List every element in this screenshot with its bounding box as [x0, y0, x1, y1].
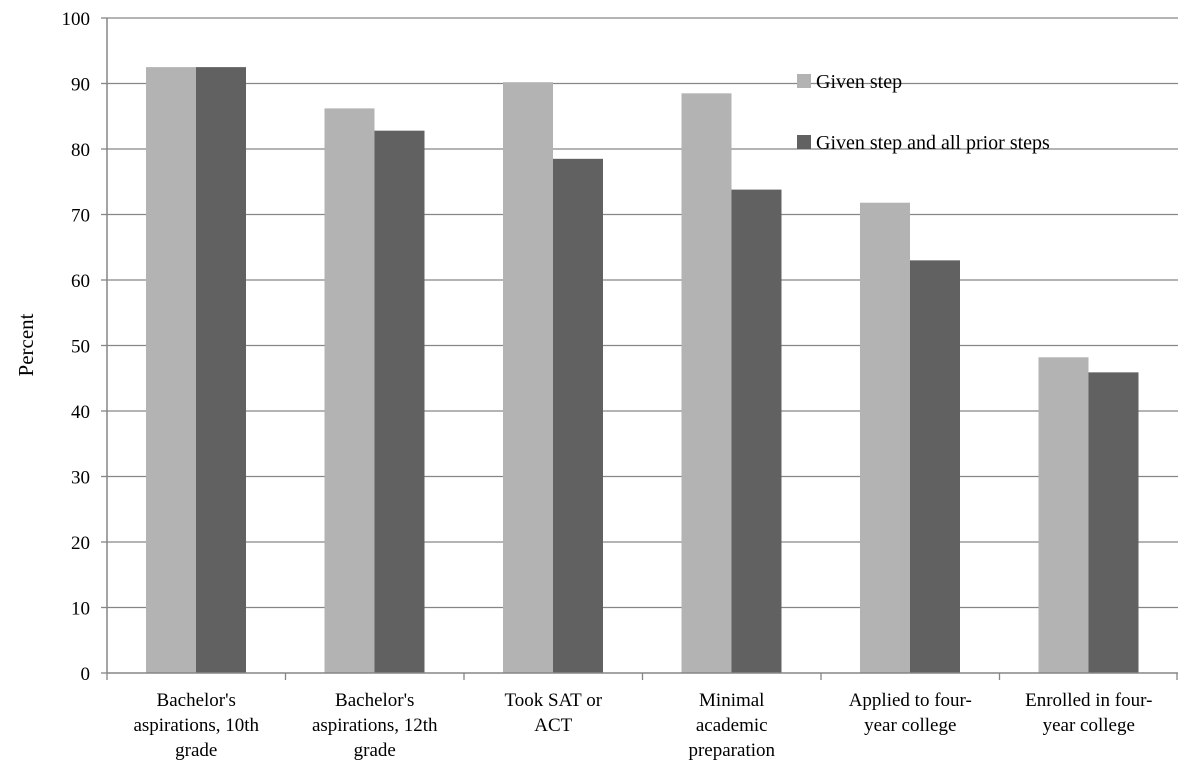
x-category-label: Bachelor's aspirations, 10th grade	[133, 690, 259, 761]
legend: Given step Given step and all prior steps	[797, 71, 1050, 154]
y-tick-label: 10	[71, 599, 90, 620]
x-category-label: Enrolled in four-year college	[1025, 690, 1152, 736]
y-tick-label: 90	[71, 75, 90, 96]
axes	[101, 17, 1178, 680]
bar-given-step	[324, 108, 375, 673]
bar-given-step	[860, 202, 910, 673]
bar-given-step	[681, 93, 732, 673]
bar-given-step-and-prior	[910, 260, 960, 673]
legend-swatch	[797, 135, 811, 149]
y-tick-label: 0	[81, 664, 91, 685]
y-tick-label: 80	[71, 140, 90, 161]
legend-label: Given step and all prior steps	[816, 132, 1050, 154]
x-category-label: Bachelor's aspirations, 12th grade	[312, 690, 438, 761]
y-tick-label: 50	[71, 337, 90, 358]
legend-label: Given step	[816, 71, 902, 93]
bar-given-step-and-prior	[731, 189, 782, 674]
y-tick-label: 60	[71, 271, 90, 292]
bar-given-step	[1038, 357, 1089, 673]
y-tick-label: 100	[62, 9, 91, 30]
bar-given-step-and-prior	[1088, 372, 1139, 673]
bar-given-step-and-prior	[553, 158, 603, 673]
x-category-label: Took SAT or ACT	[504, 690, 602, 736]
x-tick-labels: Bachelor's aspirations, 10th grade Bachelor…	[133, 690, 1152, 761]
y-tick-label: 40	[71, 402, 90, 423]
y-axis-title: Percent	[14, 313, 38, 376]
bar-given-step	[503, 82, 553, 673]
bar-given-step-and-prior	[196, 67, 246, 673]
bar-given-step	[146, 67, 196, 673]
x-category-label: Minimal academic preparation	[688, 690, 775, 761]
y-tick-labels: 0 10 20 30 40 50 60 70 80 90 100	[62, 9, 91, 685]
bar-given-step-and-prior	[374, 130, 425, 673]
y-tick-label: 20	[71, 533, 90, 554]
gridlines	[107, 17, 1178, 609]
y-tick-label: 70	[71, 206, 90, 227]
y-tick-label: 30	[71, 468, 90, 489]
bars	[146, 67, 1139, 674]
legend-swatch	[797, 74, 811, 88]
x-category-label: Applied to four-year college	[849, 690, 972, 736]
